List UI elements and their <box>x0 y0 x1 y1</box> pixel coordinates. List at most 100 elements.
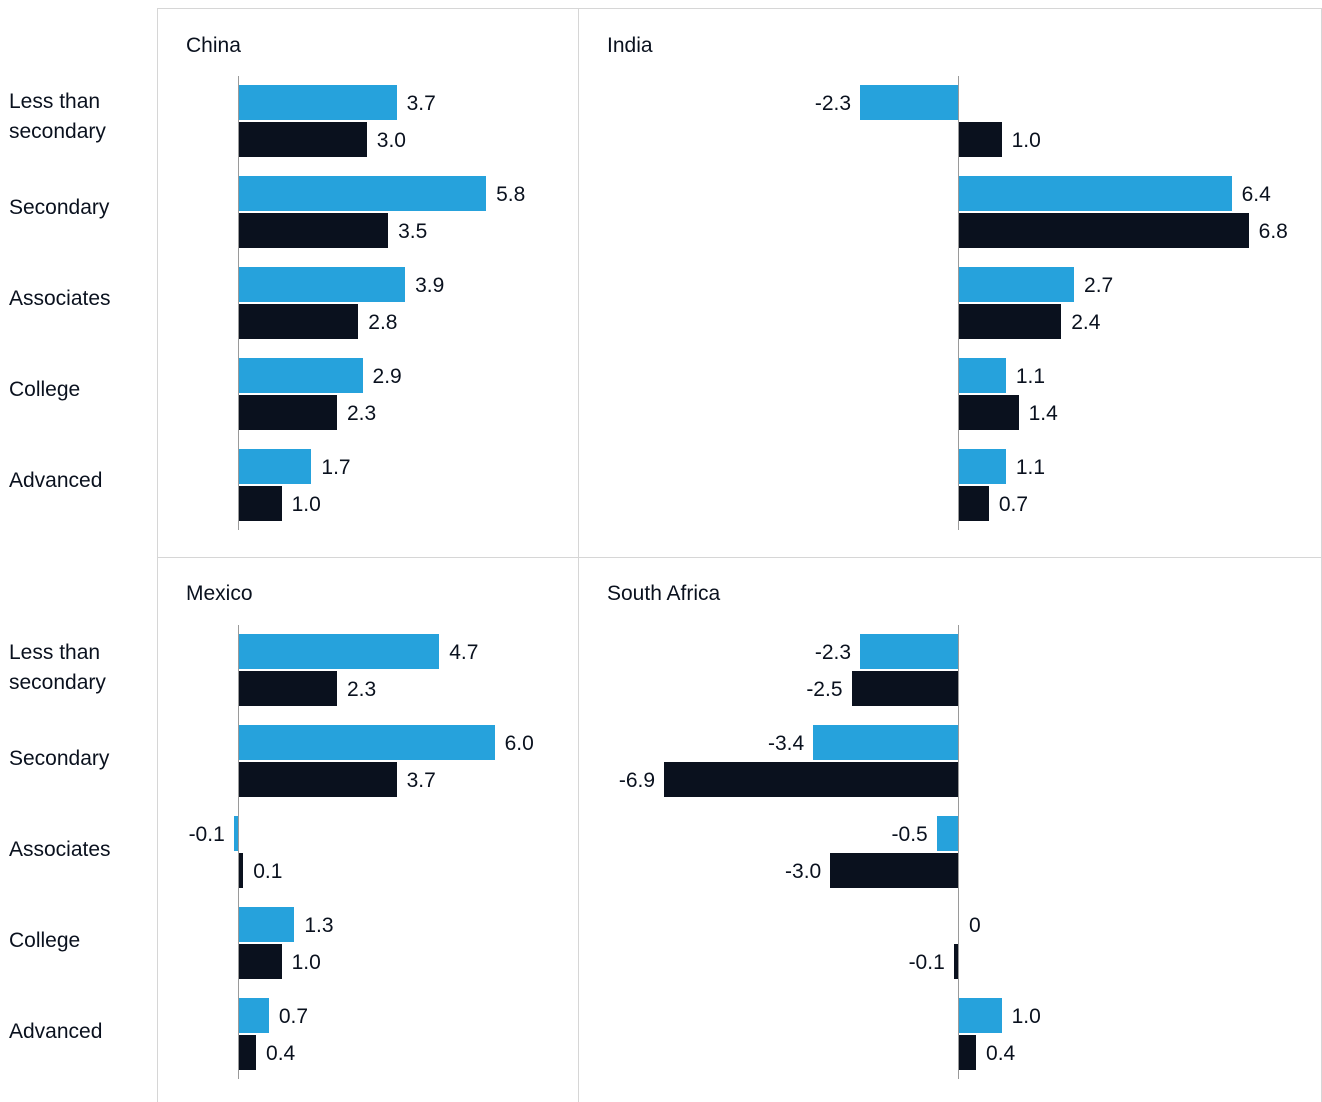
row-label-text: Secondary <box>9 747 110 770</box>
panel-title-china: China <box>186 34 241 57</box>
bar-mexico-secondary-series-1 <box>239 725 495 760</box>
data-label-mexico-less-than-secondary-series-1: 4.7 <box>449 640 479 664</box>
row-label-secondary-bottom: Secondary <box>9 744 149 774</box>
bar-mexico-advanced-series-2 <box>239 1035 257 1070</box>
data-label-india-associates-series-1: 2.7 <box>1084 273 1114 297</box>
data-label-mexico-secondary-series-2: 3.7 <box>406 768 436 792</box>
row-label-text: Advanced <box>9 469 103 492</box>
row-label-text: Advanced <box>9 1020 103 1043</box>
bar-india-college-series-1 <box>959 358 1006 393</box>
data-label-mexico-advanced-series-2: 0.4 <box>266 1041 296 1065</box>
bar-south-africa-less-than-secondary-series-1 <box>860 634 958 669</box>
row-label-text: Less than secondary <box>9 90 106 143</box>
bar-india-secondary-series-2 <box>959 213 1249 248</box>
data-label-mexico-associates-series-2: 0.1 <box>253 859 283 883</box>
data-label-south-africa-associates-series-2: -3.0 <box>785 859 822 883</box>
data-label-china-associates-series-2: 2.8 <box>368 310 398 334</box>
data-label-china-college-series-2: 2.3 <box>346 401 377 425</box>
data-label-india-college-series-1: 1.1 <box>1015 364 1046 388</box>
bar-china-advanced-series-1 <box>239 449 312 484</box>
row-label-text: Secondary <box>9 196 110 219</box>
bar-south-africa-advanced-series-2 <box>959 1035 977 1070</box>
data-label-china-associates-series-1: 3.9 <box>415 273 445 297</box>
data-label-india-secondary-series-1: 6.4 <box>1241 182 1271 206</box>
data-label-south-africa-advanced-series-2: 0.4 <box>986 1041 1016 1065</box>
bar-south-africa-associates-series-1 <box>936 816 958 851</box>
data-label-india-advanced-series-1: 1.1 <box>1015 455 1046 479</box>
zero-axis-china <box>238 76 239 530</box>
bar-india-less-than-secondary-series-2 <box>959 122 1002 157</box>
data-label-india-associates-series-2: 2.4 <box>1071 310 1101 334</box>
bar-china-associates-series-2 <box>239 304 359 339</box>
bar-china-less-than-secondary-series-1 <box>239 85 397 120</box>
row-label-text: College <box>9 378 81 401</box>
bar-china-college-series-2 <box>239 395 337 430</box>
grid-line-left <box>157 8 158 1102</box>
data-label-mexico-less-than-secondary-series-2: 2.3 <box>346 677 377 701</box>
bar-mexico-secondary-series-2 <box>239 762 397 797</box>
bar-south-africa-advanced-series-1 <box>959 998 1002 1033</box>
panel-title-south-africa: South Africa <box>607 582 721 605</box>
zero-axis-south-africa <box>958 625 959 1079</box>
bar-mexico-associates-series-1 <box>233 816 238 851</box>
bar-south-africa-secondary-series-2 <box>664 762 958 797</box>
data-label-south-africa-less-than-secondary-series-1: -2.3 <box>814 640 852 664</box>
data-label-china-advanced-series-2: 1.0 <box>291 492 321 516</box>
bar-india-associates-series-1 <box>959 267 1075 302</box>
bar-india-associates-series-2 <box>959 304 1062 339</box>
bar-india-secondary-series-1 <box>959 176 1232 211</box>
grid-line-middle-vertical <box>578 8 579 1102</box>
bar-mexico-college-series-1 <box>239 907 295 942</box>
bar-south-africa-less-than-secondary-series-2 <box>851 671 958 706</box>
data-label-india-college-series-2: 1.4 <box>1028 401 1058 425</box>
bar-india-advanced-series-2 <box>959 486 989 521</box>
bar-china-secondary-series-2 <box>239 213 389 248</box>
bar-mexico-associates-series-2 <box>239 853 244 888</box>
bar-india-college-series-2 <box>959 395 1019 430</box>
grid-line-middle-horizontal <box>157 557 1322 558</box>
data-label-india-advanced-series-2: 0.7 <box>998 492 1029 516</box>
row-label-text: Associates <box>9 287 111 310</box>
data-label-mexico-associates-series-1: -0.1 <box>188 822 225 846</box>
row-label-advanced-top: Advanced <box>9 466 149 496</box>
row-label-secondary-top: Secondary <box>9 193 149 223</box>
grid-line-top <box>157 8 1322 9</box>
data-label-india-less-than-secondary-series-2: 1.0 <box>1011 128 1041 152</box>
data-label-india-less-than-secondary-series-1: -2.3 <box>814 91 852 115</box>
bar-china-associates-series-1 <box>239 267 406 302</box>
data-label-china-college-series-1: 2.9 <box>372 364 402 388</box>
data-label-south-africa-less-than-secondary-series-2: -2.5 <box>806 677 843 701</box>
bar-china-advanced-series-2 <box>239 486 282 521</box>
row-label-text: Less than secondary <box>9 641 106 694</box>
data-label-mexico-advanced-series-1: 0.7 <box>278 1004 309 1028</box>
zero-axis-mexico <box>238 625 239 1079</box>
data-label-china-less-than-secondary-series-2: 3.0 <box>376 128 406 152</box>
data-label-china-secondary-series-1: 5.8 <box>496 182 526 206</box>
row-label-associates-top: Associates <box>9 284 149 314</box>
data-label-south-africa-secondary-series-1: -3.4 <box>767 731 805 755</box>
data-label-mexico-college-series-2: 1.0 <box>291 950 321 974</box>
zero-axis-india <box>958 76 959 530</box>
data-label-china-advanced-series-1: 1.7 <box>321 455 351 479</box>
bar-mexico-college-series-2 <box>239 944 282 979</box>
data-label-mexico-college-series-1: 1.3 <box>304 913 334 937</box>
bar-china-college-series-1 <box>239 358 363 393</box>
bar-mexico-less-than-secondary-series-1 <box>239 634 440 669</box>
data-label-south-africa-college-series-1: 0 <box>969 913 981 937</box>
bar-mexico-less-than-secondary-series-2 <box>239 671 337 706</box>
bar-south-africa-secondary-series-1 <box>813 725 958 760</box>
data-label-south-africa-college-series-2: -0.1 <box>908 950 945 974</box>
row-label-associates-bottom: Associates <box>9 835 149 865</box>
row-label-less-than-secondary-top: Less than secondary <box>9 87 149 147</box>
row-label-college-top: College <box>9 375 149 405</box>
row-label-text: College <box>9 929 81 952</box>
row-label-college-bottom: College <box>9 926 149 956</box>
bar-china-secondary-series-1 <box>239 176 487 211</box>
panel-title-mexico: Mexico <box>186 582 253 605</box>
data-label-south-africa-advanced-series-1: 1.0 <box>1011 1004 1041 1028</box>
data-label-south-africa-associates-series-1: -0.5 <box>891 822 928 846</box>
bar-south-africa-college-series-2 <box>953 944 958 979</box>
data-label-india-secondary-series-2: 6.8 <box>1258 219 1288 243</box>
data-label-china-less-than-secondary-series-1: 3.7 <box>406 91 436 115</box>
